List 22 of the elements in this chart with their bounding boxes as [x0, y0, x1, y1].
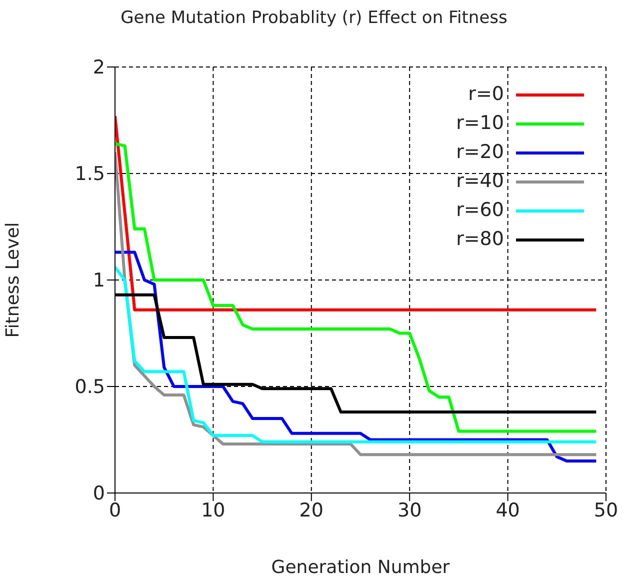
y-tick-label: 0 — [92, 482, 105, 505]
y-axis-title: Fitness Level — [2, 222, 24, 338]
legend-label: r=10 — [456, 111, 504, 136]
y-tick-label: 1 — [92, 270, 105, 292]
legend-label: r=20 — [456, 140, 504, 165]
legend-label: r=40 — [456, 169, 504, 194]
x-tick-label: 30 — [398, 499, 422, 522]
legend-label: r=0 — [468, 82, 504, 107]
y-tick-label: 1.5 — [74, 163, 105, 186]
legend-label: r=80 — [456, 227, 504, 252]
x-axis-title: Generation Number — [271, 557, 450, 578]
y-tick-label: 0.5 — [74, 376, 105, 398]
line-series — [115, 266, 598, 444]
legend-label: r=60 — [456, 198, 504, 223]
x-tick-label: 20 — [299, 499, 324, 522]
x-tick-label: 0 — [108, 499, 122, 522]
chart-title: Gene Mutation Probablity (r) Effect on Fitness — [120, 8, 508, 28]
x-tick-label: 10 — [201, 499, 226, 522]
x-tick-label: 40 — [496, 499, 520, 522]
y-tick-label: 2 — [92, 56, 105, 79]
x-tick-label: 50 — [594, 499, 618, 522]
line-series — [115, 250, 598, 463]
